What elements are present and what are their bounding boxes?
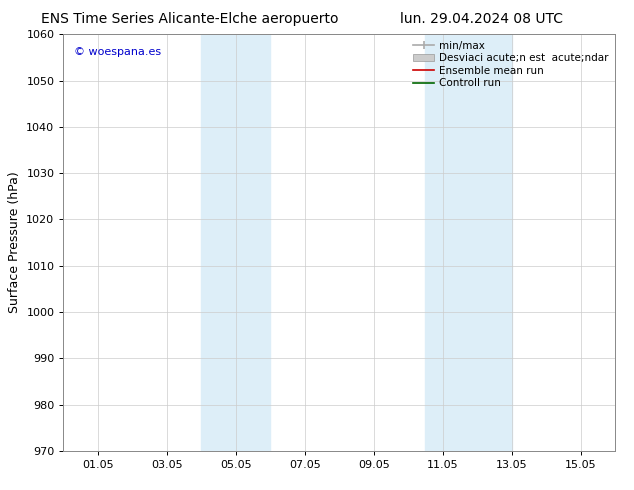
Text: ENS Time Series Alicante-Elche aeropuerto: ENS Time Series Alicante-Elche aeropuert… — [41, 12, 339, 26]
Y-axis label: Surface Pressure (hPa): Surface Pressure (hPa) — [8, 172, 21, 314]
Text: © woespana.es: © woespana.es — [74, 47, 162, 57]
Text: lun. 29.04.2024 08 UTC: lun. 29.04.2024 08 UTC — [400, 12, 564, 26]
Bar — [202, 34, 270, 451]
Bar — [425, 34, 512, 451]
Legend: min/max, Desviaci acute;n est  acute;ndar, Ensemble mean run, Controll run: min/max, Desviaci acute;n est acute;ndar… — [410, 37, 612, 92]
